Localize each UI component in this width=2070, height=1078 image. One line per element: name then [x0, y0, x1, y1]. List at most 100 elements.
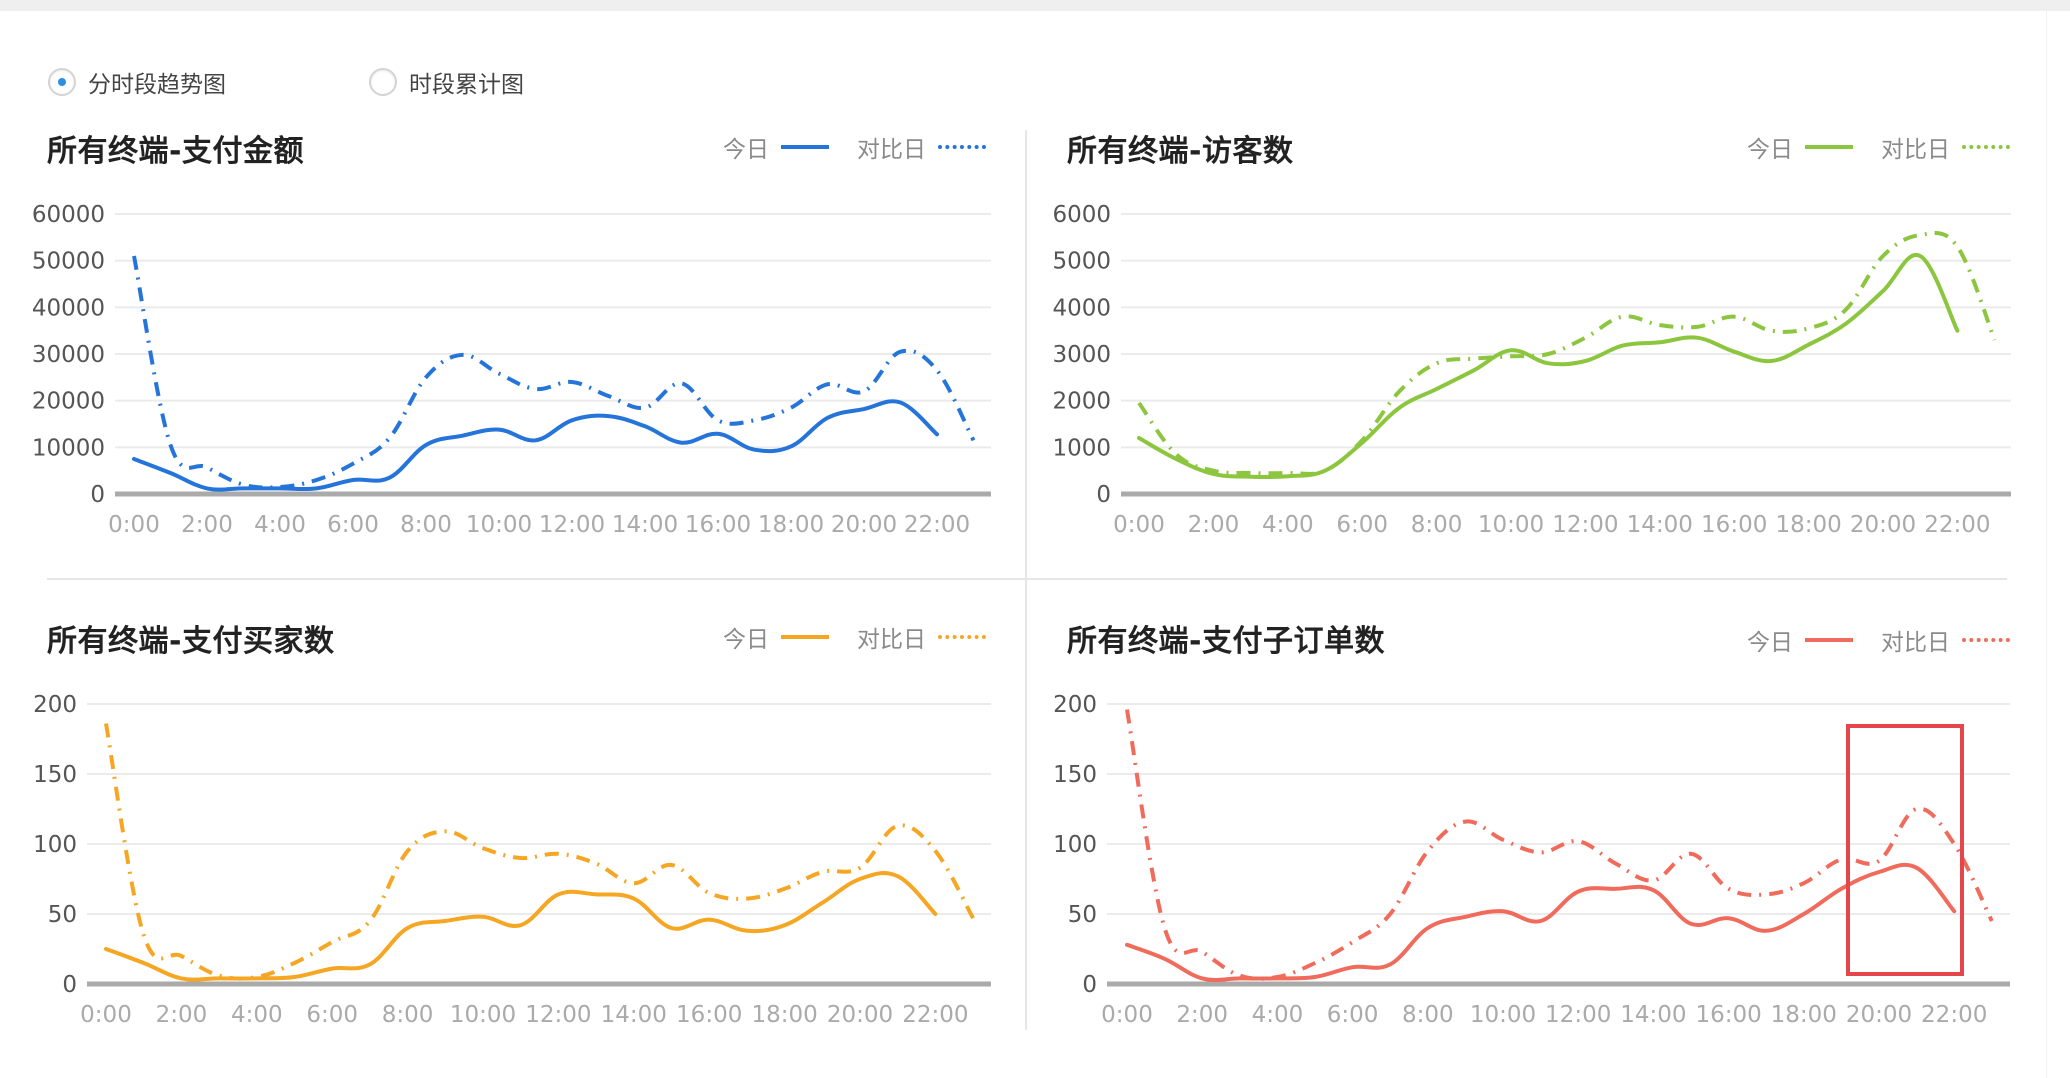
y-tick-label: 0 [1082, 972, 1097, 998]
x-tick-label: 20:00 [1850, 512, 1916, 538]
x-tick-label: 18:00 [1775, 512, 1841, 538]
view-mode-radio-group: 分时段趋势图 时段累计图 [0, 64, 700, 100]
x-tick-label: 2:00 [1188, 512, 1240, 538]
y-tick-label: 150 [33, 762, 77, 788]
x-tick-label: 16:00 [685, 512, 751, 538]
x-tick-label: 6:00 [306, 1002, 358, 1028]
x-tick-label: 4:00 [231, 1002, 283, 1028]
x-tick-label: 4:00 [1262, 512, 1314, 538]
x-tick-label: 10:00 [1478, 512, 1544, 538]
x-tick-label: 8:00 [400, 512, 452, 538]
x-tick-label: 14:00 [1620, 1002, 1686, 1028]
y-tick-label: 0 [1096, 482, 1111, 508]
x-tick-label: 2:00 [181, 512, 233, 538]
top-bar [0, 0, 2070, 11]
y-tick-label: 10000 [32, 435, 105, 461]
y-tick-label: 50 [48, 902, 77, 928]
compare-series-line[interactable] [132, 255, 976, 490]
chart-legend: 今日 对比日 [1747, 132, 2010, 163]
legend-today-label[interactable]: 今日 [723, 627, 769, 653]
radio-cumulative[interactable]: 时段累计图 [369, 64, 524, 100]
x-tick-label: 12:00 [1552, 512, 1618, 538]
x-tick-label: 6:00 [1336, 512, 1388, 538]
x-tick-label: 16:00 [1695, 1002, 1761, 1028]
today-series-line[interactable] [104, 871, 938, 982]
legend-today-label[interactable]: 今日 [723, 137, 769, 163]
legend-compare-label[interactable]: 对比日 [857, 137, 926, 163]
x-tick-label: 14:00 [612, 512, 678, 538]
y-tick-label: 150 [1053, 762, 1097, 788]
dotted-line-icon [1962, 145, 2010, 149]
x-tick-label: 8:00 [382, 1002, 434, 1028]
panel-title: 所有终端-支付子订单数 [1067, 624, 1385, 659]
x-tick-label: 0:00 [80, 1002, 132, 1028]
y-tick-label: 30000 [32, 342, 105, 368]
x-tick-label: 16:00 [676, 1002, 742, 1028]
x-tick-label: 14:00 [1627, 512, 1693, 538]
legend-compare-label[interactable]: 对比日 [1881, 630, 1950, 656]
y-tick-label: 50000 [32, 249, 105, 275]
y-tick-label: 40000 [32, 295, 105, 321]
y-tick-label: 2000 [1052, 389, 1111, 415]
x-tick-label: 20:00 [827, 1002, 893, 1028]
x-tick-label: 16:00 [1701, 512, 1767, 538]
y-tick-label: 4000 [1052, 295, 1111, 321]
x-tick-label: 18:00 [758, 512, 824, 538]
x-tick-label: 14:00 [601, 1002, 667, 1028]
today-series-line[interactable] [1125, 862, 1957, 982]
x-tick-label: 0:00 [1101, 1002, 1153, 1028]
radio-unchecked-icon[interactable] [369, 68, 397, 96]
y-tick-label: 100 [1053, 832, 1097, 858]
x-tick-label: 18:00 [751, 1002, 817, 1028]
solid-line-icon [1805, 638, 1853, 642]
y-tick-label: 20000 [32, 389, 105, 415]
panel-title: 所有终端-支付买家数 [47, 624, 335, 659]
y-tick-label: 0 [90, 482, 105, 508]
chart-legend: 今日 对比日 [1747, 625, 2010, 656]
column-divider [1025, 130, 1027, 1030]
compare-series-line[interactable] [104, 723, 975, 981]
y-tick-label: 50 [1068, 902, 1097, 928]
x-tick-label: 6:00 [1327, 1002, 1379, 1028]
radio-checked-icon[interactable] [48, 68, 76, 96]
y-tick-label: 5000 [1052, 249, 1111, 275]
x-tick-label: 12:00 [1545, 1002, 1611, 1028]
legend-today-label[interactable]: 今日 [1747, 630, 1793, 656]
y-tick-label: 3000 [1052, 342, 1111, 368]
panel-title: 所有终端-支付金额 [47, 134, 304, 169]
legend-compare-label[interactable]: 对比日 [1881, 137, 1950, 163]
x-tick-label: 10:00 [1470, 1002, 1536, 1028]
y-tick-label: 60000 [32, 202, 105, 228]
x-tick-label: 20:00 [1846, 1002, 1912, 1028]
x-tick-label: 10:00 [450, 1002, 516, 1028]
today-series-line[interactable] [132, 399, 939, 492]
x-tick-label: 18:00 [1771, 1002, 1837, 1028]
x-tick-label: 22:00 [904, 512, 970, 538]
compare-series-line[interactable] [1137, 230, 1997, 476]
x-tick-label: 22:00 [1921, 1002, 1987, 1028]
y-tick-label: 0 [62, 972, 77, 998]
today-series-line[interactable] [1137, 252, 1960, 480]
panel-title: 所有终端-访客数 [1067, 134, 1294, 169]
chart-legend: 今日 对比日 [723, 622, 986, 653]
dotted-line-icon [1962, 638, 2010, 642]
x-tick-label: 0:00 [1113, 512, 1165, 538]
row-divider [47, 578, 2007, 580]
legend-compare-label[interactable]: 对比日 [857, 627, 926, 653]
compare-series-line[interactable] [1125, 709, 1994, 981]
chart-legend: 今日 对比日 [723, 132, 986, 163]
solid-line-icon [781, 145, 829, 149]
x-tick-label: 22:00 [902, 1002, 968, 1028]
x-tick-label: 2:00 [156, 1002, 208, 1028]
y-tick-label: 100 [33, 832, 77, 858]
radio-trend-by-period[interactable]: 分时段趋势图 [48, 64, 226, 100]
legend-today-label[interactable]: 今日 [1747, 137, 1793, 163]
x-tick-label: 6:00 [327, 512, 379, 538]
radio-label: 分时段趋势图 [88, 72, 226, 98]
x-tick-label: 12:00 [539, 512, 605, 538]
radio-label: 时段累计图 [409, 72, 524, 98]
